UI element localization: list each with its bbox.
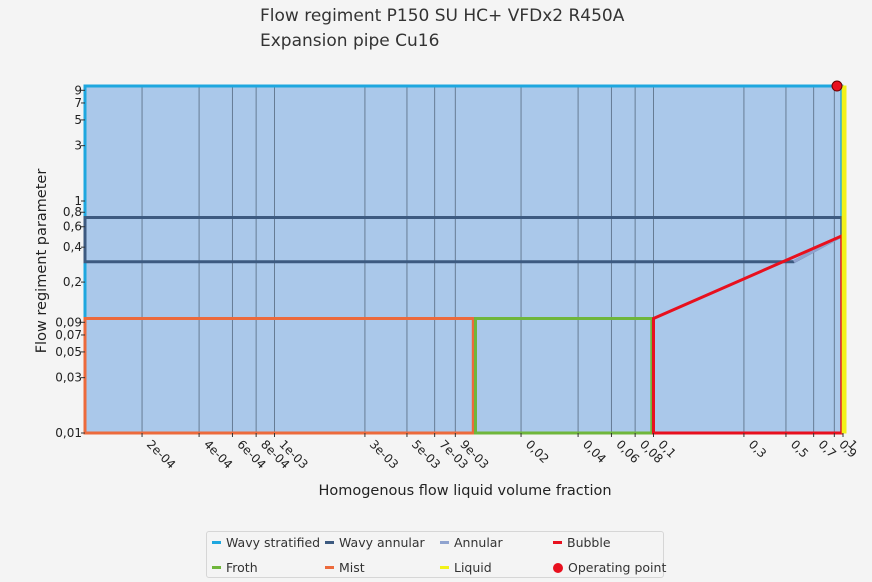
chart-legend: Wavy stratified Wavy annular Annular Bubble… (206, 531, 666, 578)
x-axis-label: Homogenous flow liquid volume fraction (318, 483, 611, 499)
legend-item-froth: Froth (212, 560, 258, 575)
legend-label: Froth (226, 560, 258, 575)
x-tick-label-1: 4e-04 (201, 437, 235, 471)
x-tick-label-0: 2e-04 (144, 437, 178, 471)
y-tick-label-11: 5 (74, 113, 82, 127)
legend-label: Annular (454, 535, 503, 550)
legend-label: Bubble (567, 535, 611, 550)
legend-label: Mist (339, 560, 365, 575)
y-tick-label-9: 1 (74, 194, 82, 208)
operating-point-marker (831, 80, 843, 92)
chart-title: Flow regiment P150 SU HC+ VFDx2 R450A (260, 6, 625, 26)
series-mist (83, 317, 475, 435)
flow-regime-chart: 0,01 0,03 0,05 0,070,09 0,2 0,4 0,60,81 3 5 79 2e-… (34, 80, 860, 499)
y-tick-label-3: 0,07 (55, 328, 82, 342)
legend-swatch-icon (440, 541, 449, 544)
legend-item-liquid: Liquid (440, 560, 492, 575)
legend-swatch-icon (325, 541, 334, 544)
legend-label: Liquid (454, 560, 492, 575)
x-tick-label-14: 0,3 (746, 437, 769, 460)
y-tick-label-13: 9 (74, 83, 82, 97)
y-tick-label-10: 3 (74, 139, 82, 153)
x-tick-label-11: 0,06 (613, 437, 642, 466)
x-tick-label-5: 3e-03 (367, 437, 401, 471)
y-tick-label-2: 0,05 (55, 345, 82, 359)
legend-item-operating-point: Operating point (553, 560, 666, 575)
y-tick-label-8: 0,8 (63, 205, 82, 219)
x-tick-label-9: 0,02 (523, 437, 552, 466)
y-tick-label-12: 7 (74, 96, 82, 110)
plot-area (85, 85, 843, 433)
y-tick-label-0: 0,01 (55, 426, 82, 440)
legend-label: Wavy stratified (226, 535, 321, 550)
legend-label: Operating point (568, 560, 667, 575)
legend-swatch-icon (212, 566, 221, 569)
y-axis-label: Flow regiment parameter (34, 169, 50, 354)
legend-swatch-icon (553, 541, 562, 544)
legend-label: Wavy annular (339, 535, 425, 550)
legend-item-wavy-annular: Wavy annular (325, 535, 425, 550)
chart-subtitle: Expansion pipe Cu16 (260, 31, 440, 51)
y-tick-label-7: 0,6 (63, 220, 82, 234)
series-liquid (841, 85, 847, 434)
legend-item-annular: Annular (440, 535, 503, 550)
x-tick-label-6: 5e-03 (409, 437, 443, 471)
x-tick-label-10: 0,04 (580, 437, 609, 466)
legend-swatch-icon (212, 541, 221, 544)
legend-swatch-icon (325, 566, 334, 569)
x-tick-label-15: 0,5 (788, 437, 811, 460)
legend-item-wavy-stratified: Wavy stratified (212, 535, 320, 550)
series-froth (474, 317, 654, 435)
legend-item-mist: Mist (325, 560, 365, 575)
x-tick-label-16: 0,7 (816, 437, 839, 460)
legend-dot-icon (553, 562, 563, 573)
y-tick-label-4: 0,09 (55, 315, 82, 329)
legend-item-bubble: Bubble (553, 535, 611, 550)
y-tick-label-5: 0,2 (63, 275, 82, 289)
y-tick-label-1: 0,03 (55, 371, 82, 385)
legend-swatch-icon (440, 566, 449, 569)
y-tick-label-6: 0,4 (63, 240, 82, 254)
